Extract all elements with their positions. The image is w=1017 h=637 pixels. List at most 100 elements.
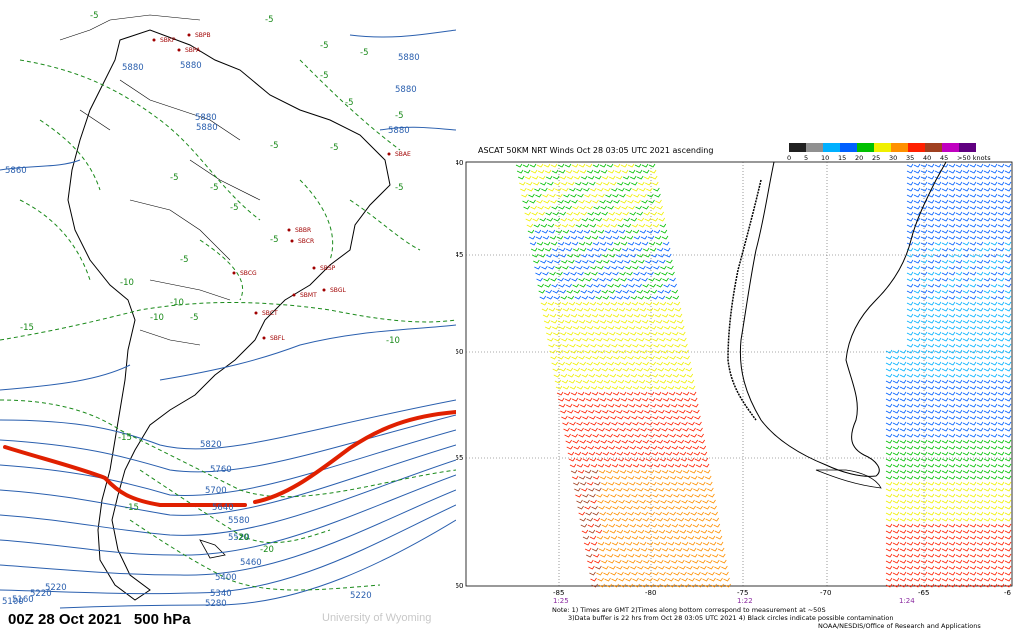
wind-barb <box>696 583 703 588</box>
wind-barb <box>640 547 648 552</box>
wind-barb <box>899 511 907 516</box>
wind-barb <box>628 247 636 252</box>
colorbar-tick-label: 45 <box>940 154 948 162</box>
wind-barb <box>927 415 935 420</box>
wind-barb <box>631 457 639 462</box>
wind-barb <box>631 181 638 186</box>
wind-barb <box>990 493 998 498</box>
wind-barb <box>997 175 1005 180</box>
wind-barb <box>572 205 579 210</box>
wind-barb <box>906 199 914 204</box>
wind-barb <box>700 451 708 456</box>
wind-barb <box>619 349 626 354</box>
wind-barb <box>579 439 587 444</box>
wind-barb <box>592 199 599 204</box>
wind-barb <box>955 397 963 402</box>
wind-barb <box>698 553 705 558</box>
wind-barb <box>637 295 645 300</box>
wind-barb <box>609 409 616 414</box>
wind-barb <box>655 355 662 360</box>
wind-barb <box>969 235 977 240</box>
wind-barb <box>625 577 632 582</box>
wind-barb <box>696 547 704 552</box>
wind-barb <box>570 349 577 354</box>
wind-barb <box>601 481 608 486</box>
wind-barb <box>913 247 921 252</box>
wind-barb <box>906 397 914 402</box>
wind-barb <box>983 343 991 348</box>
wind-barb <box>578 511 585 516</box>
wind-barb <box>997 403 1005 408</box>
wind-barb <box>619 469 627 474</box>
wind-barb <box>644 565 651 570</box>
wind-barb <box>948 301 956 306</box>
wind-barb <box>632 187 639 192</box>
wind-barb <box>906 205 914 210</box>
wind-barb <box>885 355 893 360</box>
wind-barb <box>913 535 921 540</box>
wind-barb <box>588 295 596 300</box>
wind-barb <box>657 403 664 408</box>
wind-barb <box>606 475 614 480</box>
wind-barb <box>603 571 610 576</box>
wind-barb <box>983 547 991 552</box>
wind-barb <box>566 403 573 408</box>
wind-barb <box>941 565 949 570</box>
wind-barb <box>612 313 620 318</box>
wind-barb <box>990 541 998 546</box>
wind-barb <box>616 295 624 300</box>
wind-barb <box>892 367 900 372</box>
wind-barb <box>701 457 709 462</box>
wind-barb <box>934 271 942 276</box>
wind-barb <box>983 553 991 558</box>
wind-barb <box>615 523 623 528</box>
wind-barb <box>1004 205 1012 210</box>
wind-barb <box>641 199 648 204</box>
wind-barb <box>642 247 650 252</box>
wind-barb <box>955 211 963 216</box>
wind-barb <box>948 385 956 390</box>
wind-barb <box>618 343 625 348</box>
wind-barb <box>997 559 1005 564</box>
wind-barb <box>639 229 647 234</box>
wind-barb <box>962 337 970 342</box>
wind-barb <box>539 217 547 222</box>
wind-barb <box>643 367 651 372</box>
wind-barb <box>661 547 669 552</box>
wind-barb <box>934 475 942 480</box>
wind-barb <box>520 187 527 192</box>
wind-barb <box>634 511 641 516</box>
wind-barb <box>584 505 591 510</box>
wind-barb <box>580 523 588 528</box>
wind-barb <box>906 325 914 330</box>
wind-barb <box>976 343 984 348</box>
wind-barb <box>620 475 628 480</box>
wind-barb <box>885 427 893 432</box>
wind-barb <box>633 547 641 552</box>
wind-barb <box>571 433 578 438</box>
wind-barb <box>948 571 956 576</box>
wind-barb <box>997 331 1005 336</box>
wind-barb <box>997 391 1005 396</box>
wind-barb <box>632 541 640 546</box>
wind-barb <box>606 433 613 438</box>
wind-barb <box>516 169 524 174</box>
wind-barb <box>948 223 956 228</box>
wind-barb <box>560 331 567 336</box>
wind-barb <box>997 523 1005 528</box>
wind-barb <box>576 385 584 390</box>
wind-barb <box>948 247 956 252</box>
wind-barb <box>976 523 984 528</box>
wind-barb <box>955 481 963 486</box>
wind-barb <box>602 373 610 378</box>
wind-barb <box>570 391 578 396</box>
wind-barb <box>561 301 569 306</box>
wind-barb <box>595 487 602 492</box>
wind-barb <box>941 493 949 498</box>
wind-barb <box>672 295 680 300</box>
wind-barb <box>595 295 603 300</box>
wind-barb <box>573 175 581 180</box>
wind-barb <box>598 391 606 396</box>
wind-barb <box>648 163 656 168</box>
wind-barb <box>1004 355 1012 360</box>
